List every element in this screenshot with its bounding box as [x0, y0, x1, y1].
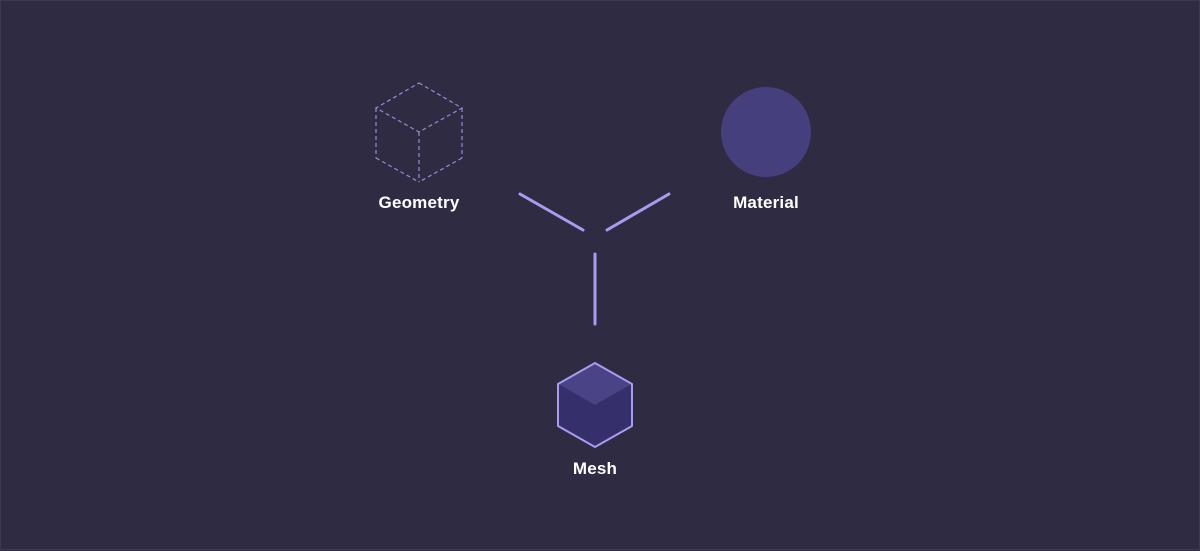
connector-lines [518, 192, 671, 326]
geometry-label: Geometry [378, 193, 460, 212]
solid-cube-icon [557, 362, 633, 448]
wireframe-cube-icon [374, 82, 464, 183]
mesh-label: Mesh [572, 459, 618, 478]
connector-material [605, 192, 671, 232]
material-label: Material [733, 193, 799, 212]
circle-icon [721, 87, 811, 177]
connector-geometry [518, 192, 585, 232]
